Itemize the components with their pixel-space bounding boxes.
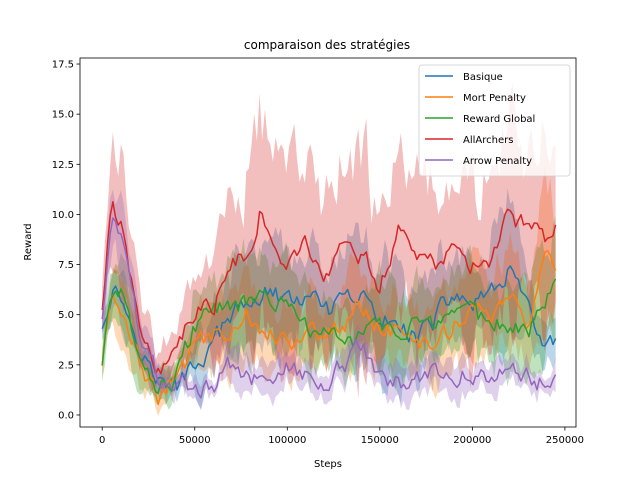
x-tick-label: 0	[99, 435, 105, 446]
y-tick-label: 17.5	[52, 60, 74, 71]
y-tick-label: 12.5	[52, 160, 74, 171]
y-tick-label: 10.0	[52, 210, 74, 221]
chart-title: comparaison des stratégies	[244, 38, 410, 52]
line-reward-global	[101, 278, 557, 394]
line-arrow-penalty	[101, 217, 557, 399]
x-tick-label: 50000	[179, 435, 211, 446]
y-axis-label: Reward	[23, 223, 34, 260]
series-lines	[101, 201, 557, 406]
y-tick-label: 2.5	[58, 360, 74, 371]
x-tick-label: 250000	[546, 435, 584, 446]
legend-label: Reward Global	[463, 114, 535, 125]
line-mort-penalty	[101, 249, 557, 406]
legend-box	[418, 64, 571, 177]
y-tick-label: 5.0	[58, 310, 74, 321]
plot-frame	[79, 57, 577, 428]
legend-label: AllArchers	[463, 135, 513, 146]
line-allarchers	[101, 201, 557, 375]
x-tick-label: 150000	[361, 435, 399, 446]
band-basique	[102, 188, 556, 411]
legend-label: Basique	[463, 72, 503, 83]
y-tick-label: 7.5	[58, 260, 74, 271]
legend-label: Arrow Penalty	[463, 156, 532, 167]
y-axis: 0.0 2.5 5.0 7.5 10.0 12.5 15.0 17.5	[52, 60, 80, 421]
x-tick-label: 100000	[268, 435, 306, 446]
y-tick-label: 0.0	[58, 410, 74, 421]
legend-label: Mort Penalty	[463, 93, 526, 104]
y-tick-label: 15.0	[52, 110, 74, 121]
x-axis-label: Steps	[314, 459, 342, 470]
x-tick-label: 200000	[453, 435, 491, 446]
band-mort-penalty	[102, 163, 556, 416]
legend: Basique Mort Penalty Reward Global AllArche…	[418, 64, 571, 177]
x-axis: 0 50000 100000 150000 200000 250000	[99, 427, 584, 446]
line-basique	[101, 265, 557, 391]
